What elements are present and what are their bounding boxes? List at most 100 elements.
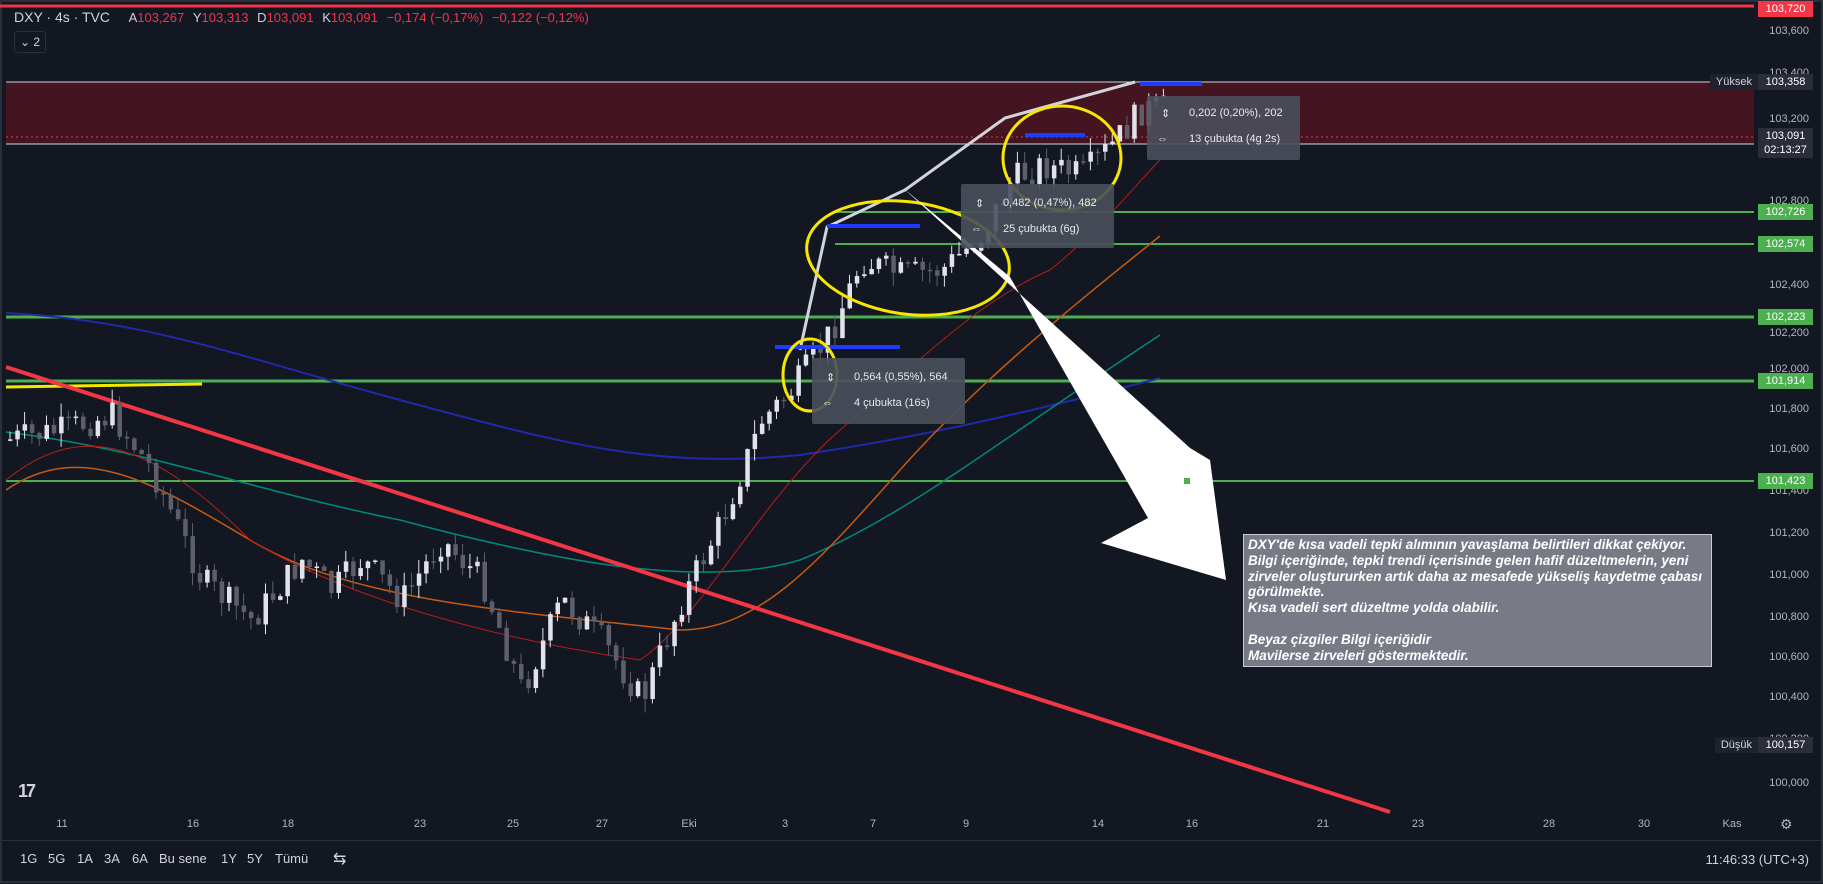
candle-body bbox=[453, 544, 458, 555]
candle-body bbox=[1103, 144, 1108, 152]
candle-body bbox=[964, 248, 969, 254]
tradingview-logo-icon[interactable]: 17 bbox=[18, 781, 36, 801]
measure-tooltip-2: ⇕ 0,482 (0,47%), 482 ⇔ 25 çubukta (6g) bbox=[961, 184, 1114, 248]
candle-body bbox=[1073, 161, 1079, 175]
calendar-goto-icon[interactable]: ⇆ bbox=[333, 851, 347, 868]
candle-body bbox=[197, 573, 203, 583]
range-button[interactable]: Bu sene bbox=[159, 851, 207, 866]
price-tag: Düşük bbox=[1714, 737, 1758, 753]
measure-width-icon: ⇔ bbox=[971, 223, 982, 235]
price-tick: 101,000 bbox=[1769, 569, 1809, 581]
chevron-down-icon: ⌄ bbox=[19, 35, 34, 49]
measure-width-icon: ⇔ bbox=[822, 397, 833, 409]
candle-body bbox=[635, 681, 641, 697]
range-button[interactable]: 6A bbox=[132, 851, 148, 866]
down-arrow bbox=[903, 188, 1226, 580]
time-tick: 21 bbox=[1316, 818, 1330, 830]
candle-body bbox=[175, 509, 181, 520]
candle-body bbox=[475, 561, 480, 567]
candle-body bbox=[117, 402, 122, 437]
yellow-support-line bbox=[5, 382, 203, 389]
candle-body bbox=[8, 439, 13, 441]
close-value: 103,091 bbox=[330, 10, 378, 25]
candle-body bbox=[562, 597, 568, 603]
clock[interactable]: 11:46:33 (UTC+3) bbox=[1705, 852, 1809, 867]
candle-body bbox=[694, 560, 699, 582]
measure-height-icon: ⇕ bbox=[1161, 108, 1171, 120]
symbol-title[interactable]: DXY · 4s · TVC bbox=[14, 9, 110, 25]
candle-body bbox=[88, 428, 93, 437]
candle-body bbox=[884, 255, 889, 259]
candle-body bbox=[949, 254, 955, 267]
candle-body bbox=[278, 596, 283, 600]
candle-body bbox=[482, 561, 487, 602]
time-tick: 14 bbox=[1091, 818, 1105, 830]
candle-body bbox=[613, 645, 619, 661]
measure-line1: 0,202 (0,20%), 202 bbox=[1189, 107, 1283, 119]
candle-body bbox=[161, 492, 166, 495]
candlesticks bbox=[8, 88, 1166, 713]
range-button[interactable]: 1A bbox=[77, 851, 93, 866]
candle-body bbox=[467, 566, 473, 569]
candle-body bbox=[270, 593, 276, 600]
candle-body bbox=[387, 574, 393, 586]
price-tick: 101,800 bbox=[1769, 403, 1809, 415]
collapse-indicators-button[interactable]: ⌄ 2 bbox=[14, 31, 46, 53]
measure-height-icon: ⇕ bbox=[826, 372, 836, 384]
marker bbox=[1184, 478, 1190, 484]
candle-body bbox=[621, 660, 626, 684]
measure-line2: 25 çubukta (6g) bbox=[1003, 223, 1080, 235]
countdown-label: 02:13:27 bbox=[1758, 142, 1813, 158]
candle-body bbox=[519, 663, 524, 680]
price-tick: 102,400 bbox=[1769, 279, 1809, 291]
candle-body bbox=[686, 581, 692, 615]
range-button[interactable]: 5Y bbox=[247, 851, 263, 866]
bottom-toolbar bbox=[0, 840, 1823, 884]
analysis-note[interactable]: DXY'de kısa vadeli tepki alımının yavaşl… bbox=[1243, 534, 1712, 667]
range-button[interactable]: 3A bbox=[104, 851, 120, 866]
candle-body bbox=[1088, 151, 1093, 162]
candle-body bbox=[227, 586, 232, 603]
price-tick: 100,000 bbox=[1769, 777, 1809, 789]
candle-body bbox=[44, 424, 49, 439]
ma-20 bbox=[5, 159, 1161, 661]
candle-body bbox=[438, 556, 444, 562]
range-button[interactable]: Tümü bbox=[275, 851, 309, 866]
candle-body bbox=[59, 416, 64, 434]
candle-body bbox=[628, 683, 633, 697]
candle-body bbox=[927, 269, 933, 272]
range-button[interactable]: 5G bbox=[48, 851, 66, 866]
price-label: 101,914 bbox=[1758, 373, 1813, 389]
candle-body bbox=[285, 564, 290, 597]
change-value: −0,174 (−0,17%) bbox=[386, 10, 484, 25]
candle-body bbox=[1132, 104, 1137, 139]
candle-body bbox=[840, 308, 845, 339]
candle-body bbox=[124, 436, 130, 439]
candle-body bbox=[818, 346, 823, 353]
candle-body bbox=[920, 261, 925, 270]
gear-icon[interactable]: ⚙ bbox=[1780, 816, 1793, 832]
price-tick: 102,000 bbox=[1769, 363, 1809, 375]
time-tick: 16 bbox=[1185, 818, 1199, 830]
price-label: 101,423 bbox=[1758, 473, 1813, 489]
range-button[interactable]: 1G bbox=[20, 851, 38, 866]
price-label: 102,574 bbox=[1758, 236, 1813, 252]
candle-body bbox=[212, 569, 217, 582]
candle-body bbox=[248, 611, 254, 619]
candle-body bbox=[716, 517, 721, 546]
candle-body bbox=[1059, 159, 1064, 166]
measure-line1: 0,564 (0,55%), 564 bbox=[854, 371, 948, 383]
candle-body bbox=[263, 593, 268, 625]
measure-tooltip-3: ⇕ 0,202 (0,20%), 202 ⇔ 13 çubukta (4g 2s… bbox=[1147, 96, 1300, 160]
price-tick: 102,200 bbox=[1769, 327, 1809, 339]
candle-body bbox=[15, 430, 20, 440]
candle-body bbox=[650, 667, 655, 699]
candle-body bbox=[898, 262, 904, 273]
candle-body bbox=[336, 571, 341, 593]
time-tick: 16 bbox=[186, 818, 200, 830]
descending-trendline bbox=[5, 365, 1391, 814]
measure-line2: 4 çubukta (16s) bbox=[854, 397, 930, 409]
range-button[interactable]: 1Y bbox=[221, 851, 237, 866]
time-tick: 28 bbox=[1542, 818, 1556, 830]
